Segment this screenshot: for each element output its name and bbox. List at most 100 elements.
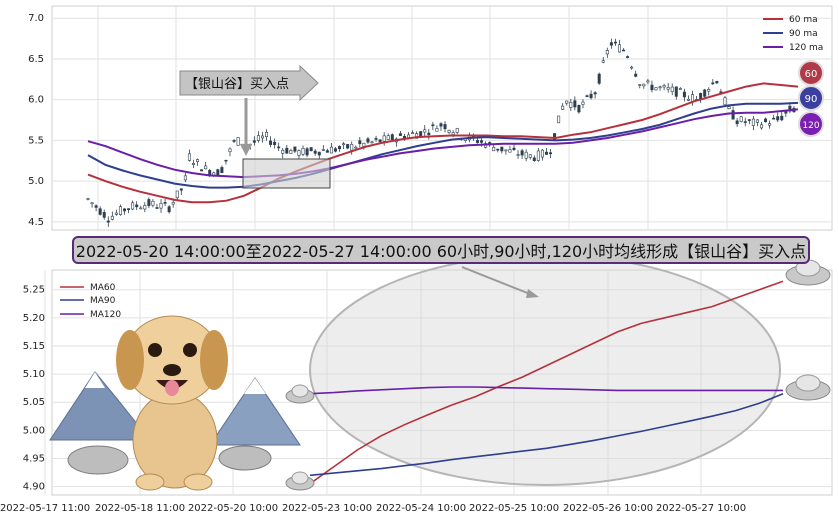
candle-body: [492, 147, 496, 152]
candle-body: [139, 207, 143, 210]
candle-body: [358, 140, 362, 145]
candle-body: [630, 66, 634, 69]
legend-90ma-label: 90 ma: [789, 29, 818, 39]
candle-body: [686, 98, 690, 101]
candle-body: [398, 133, 402, 136]
candle-body: [475, 140, 479, 143]
candle-body: [183, 175, 187, 181]
candle-body: [346, 144, 350, 149]
candle-body: [735, 120, 739, 125]
candle-body: [747, 119, 751, 121]
top-ma-lines: [87, 82, 799, 204]
bottom-y-tick-label: 5.20: [23, 313, 45, 324]
candle-body: [622, 49, 626, 52]
top-y-tick-label: 7.0: [28, 13, 44, 24]
candle-body: [329, 146, 333, 154]
candle-body: [86, 198, 90, 200]
badge-90: [798, 85, 824, 111]
badge-90-label: 90: [805, 94, 818, 105]
bottom-x-tick-label: 2022-05-25 10:00: [469, 503, 559, 514]
candle-body: [118, 206, 122, 215]
candle-body: [613, 41, 617, 44]
top-y-tick-label: 5.5: [28, 135, 44, 146]
candle-body: [597, 73, 601, 84]
candle-body: [759, 124, 763, 129]
top-series-90-ma: [87, 101, 799, 189]
candle-body: [727, 106, 731, 110]
buy-zone-box: [242, 158, 331, 189]
candle-body: [520, 150, 524, 156]
top-y-tick-label: 5.0: [28, 176, 44, 187]
candle-body: [557, 115, 561, 124]
candle-body: [536, 150, 540, 161]
ma-badges: 60 90 120: [798, 60, 824, 137]
candle-body: [374, 138, 378, 140]
silver-bar-icon: [67, 445, 272, 475]
top-y-axis: 4.5 5.0 5.5 6.0 6.5 7.0: [28, 13, 44, 228]
bottom-series-MA60: [309, 280, 784, 485]
candle-body: [605, 50, 609, 55]
candle-body: [508, 149, 512, 153]
candle-body: [366, 138, 370, 143]
badge-120-label: 120: [802, 121, 819, 131]
legend-MA60-label: MA60: [90, 283, 116, 293]
candle-body: [662, 85, 666, 88]
candle-body: [175, 190, 179, 199]
candle-body: [163, 202, 167, 204]
candle-body: [423, 129, 427, 133]
bottom-series-MA120: [309, 386, 783, 395]
top-chart: 4.5 5.0 5.5 6.0 6.5 7.0 【银山谷】买入点 60 ma 90 ma …: [28, 5, 833, 231]
bottom-chart: 4.90 4.95 5.00 5.05 5.10 5.15 5.20 5.25 2022-05…: [0, 254, 833, 514]
arrow-label-shape: [179, 64, 319, 102]
pointer-arrow-head-icon: [526, 289, 539, 298]
candle-body: [577, 104, 581, 113]
candle-body: [285, 147, 289, 154]
candle-body: [228, 148, 232, 153]
candle-body: [581, 101, 585, 105]
candle-body: [305, 148, 309, 156]
top-y-tick-label: 6.0: [28, 95, 44, 106]
candle-body: [565, 100, 569, 104]
bottom-x-tick-label: 2022-05-24 10:00: [376, 503, 466, 514]
candle-body: [378, 139, 382, 143]
candle-body: [159, 202, 163, 209]
candle-body: [167, 206, 171, 213]
ingot-icon: [285, 384, 315, 404]
candle-body: [601, 60, 605, 63]
candle-body: [236, 137, 240, 146]
bottom-y-tick-label: 5.25: [23, 285, 45, 296]
candle-body: [191, 163, 195, 165]
candle-body: [788, 105, 792, 112]
candle-body: [544, 151, 548, 155]
ingot-icon: [785, 259, 831, 286]
signal-banner-text: 2022-05-20 14:00:00至2022-05-27 14:00:00 …: [75, 242, 807, 261]
candle-body: [755, 119, 759, 123]
candle-body: [362, 142, 366, 147]
candle-body: [147, 199, 151, 206]
candle-body: [171, 202, 175, 205]
candle-body: [220, 167, 224, 173]
candle-body: [780, 115, 784, 121]
bottom-y-tick-label: 5.00: [23, 425, 45, 436]
candle-body: [739, 116, 743, 122]
candle-body: [512, 147, 516, 150]
candle-body: [289, 150, 293, 154]
badge-60-label: 60: [805, 69, 818, 80]
candle-body: [273, 141, 277, 146]
candle-body: [390, 134, 394, 141]
candle-body: [179, 188, 183, 191]
candle-body: [431, 124, 435, 127]
candle-body: [419, 131, 423, 137]
down-arrow-head-icon: [240, 144, 252, 156]
bottom-x-tick-label: 2022-05-17 11:00: [0, 503, 90, 514]
legend-60ma-label: 60 ma: [789, 15, 818, 25]
candle-body: [561, 105, 565, 110]
legend-120ma-label: 120 ma: [789, 43, 823, 53]
bottom-y-axis: 4.90 4.95 5.00 5.05 5.10 5.15 5.20 5.25: [23, 285, 45, 493]
candle-body: [447, 129, 451, 133]
candle-body: [354, 146, 358, 149]
candle-body: [309, 147, 313, 152]
candle-body: [269, 140, 273, 145]
candle-body: [439, 123, 443, 127]
